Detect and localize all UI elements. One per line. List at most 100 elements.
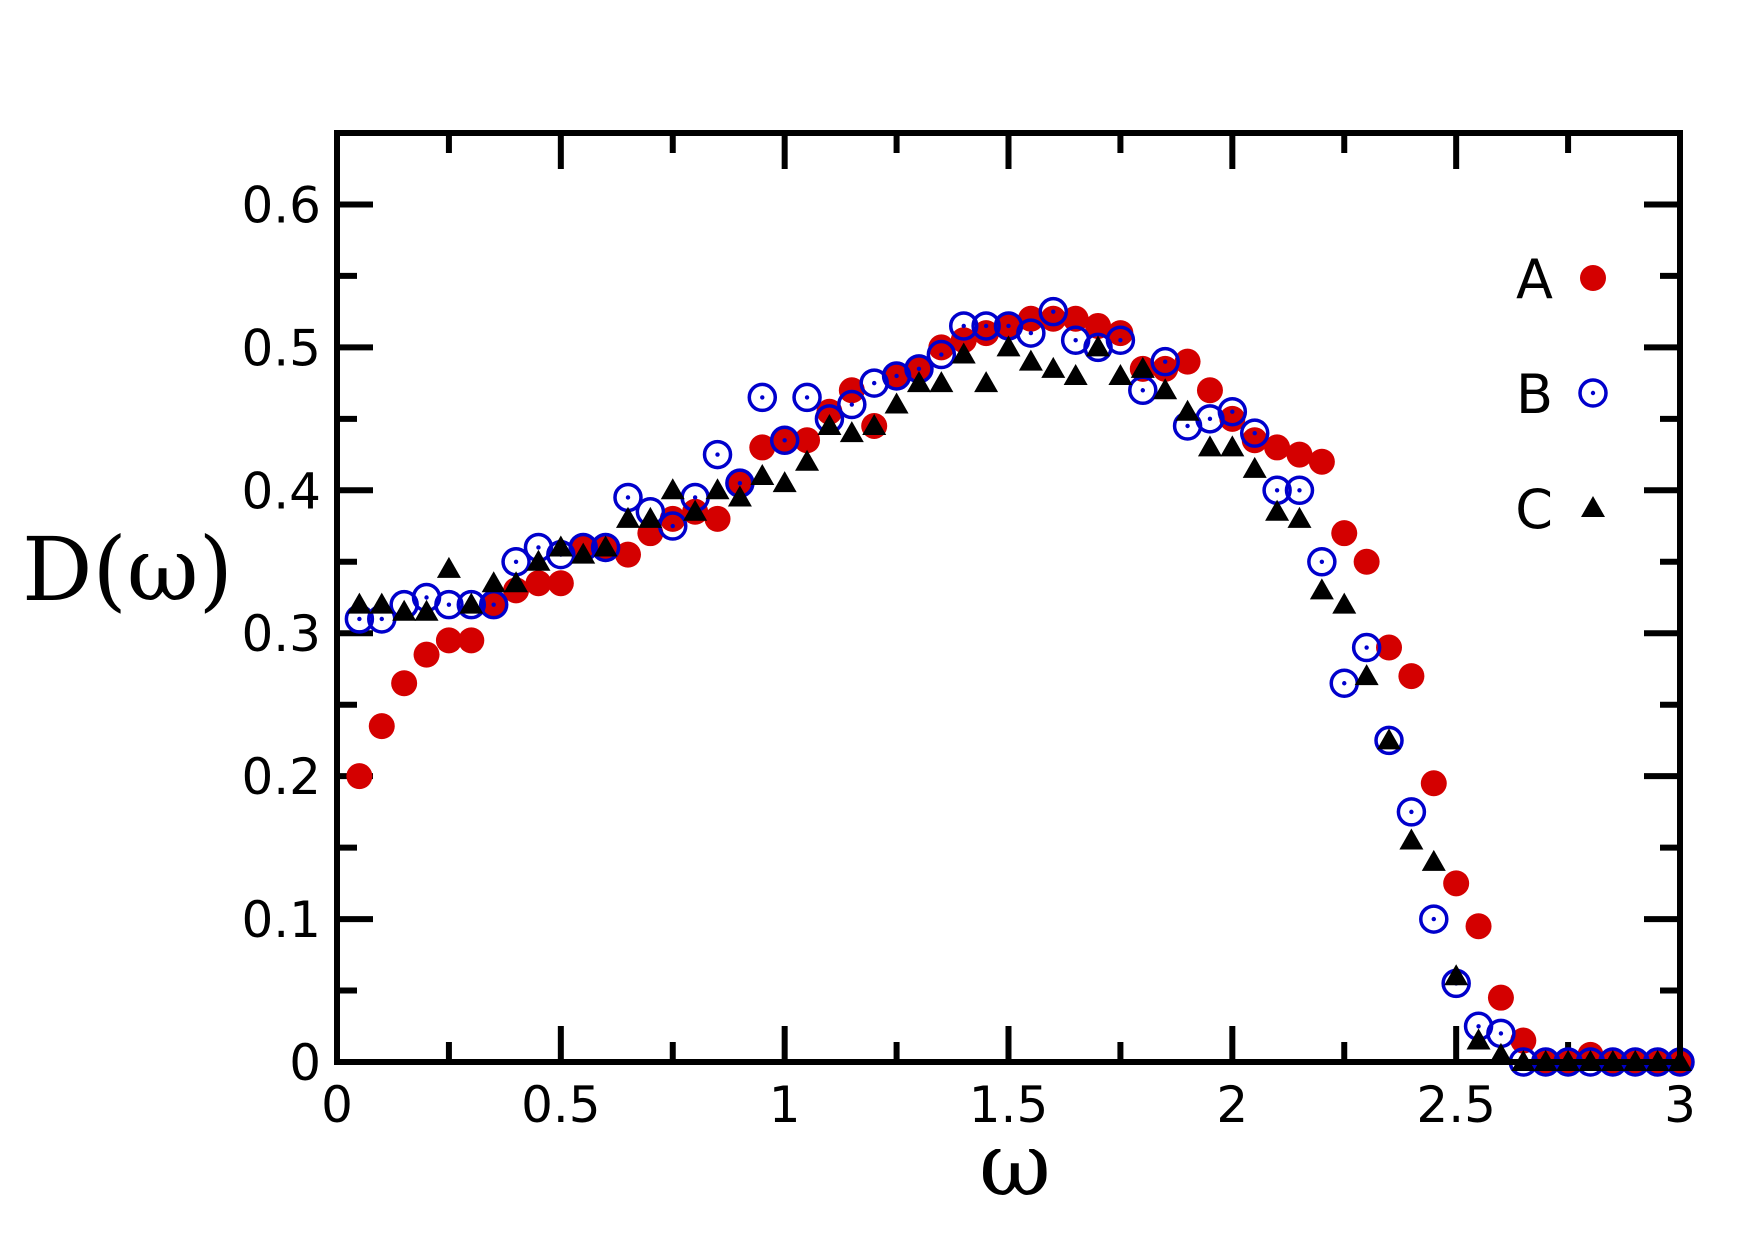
data-point-C bbox=[436, 556, 461, 578]
y-tick-label: 0.5 bbox=[241, 319, 321, 377]
data-point-A bbox=[1286, 441, 1313, 468]
x-tick-label: 1.5 bbox=[969, 1076, 1049, 1134]
data-point-A bbox=[1040, 305, 1067, 332]
data-point-B bbox=[769, 425, 800, 456]
data-point-C bbox=[369, 592, 394, 614]
y-tick-label: 0.1 bbox=[241, 891, 321, 949]
data-point-A bbox=[1062, 305, 1089, 332]
data-point-C bbox=[459, 592, 484, 614]
x-tick-label: 0 bbox=[321, 1076, 353, 1134]
data-point-B bbox=[1217, 396, 1248, 427]
data-point-A bbox=[1085, 312, 1112, 339]
legend-item-B: B bbox=[1516, 363, 1608, 426]
data-point-A bbox=[1398, 663, 1425, 690]
data-point-C bbox=[839, 421, 864, 443]
data-point-C bbox=[526, 549, 551, 571]
data-point-C bbox=[1041, 356, 1066, 378]
data-point-C bbox=[638, 506, 663, 528]
data-point-A bbox=[1487, 984, 1514, 1011]
data-point-B bbox=[1284, 475, 1315, 506]
data-point-A bbox=[1376, 634, 1403, 661]
data-point-C bbox=[504, 571, 529, 593]
data-point-A bbox=[1465, 913, 1492, 940]
data-point-B bbox=[1419, 904, 1449, 934]
data-series bbox=[344, 296, 1695, 1077]
y-tick-label: 0.3 bbox=[241, 605, 321, 663]
data-point-A bbox=[1353, 548, 1380, 575]
data-point-B bbox=[1150, 346, 1180, 377]
data-point-C bbox=[727, 485, 752, 507]
data-point-C bbox=[593, 535, 618, 557]
data-point-B bbox=[434, 589, 464, 620]
data-point-C bbox=[1332, 592, 1357, 614]
data-point-C bbox=[862, 413, 887, 435]
data-point-C bbox=[683, 499, 708, 521]
data-point-A bbox=[973, 320, 1000, 347]
data-point-C bbox=[1197, 435, 1222, 457]
data-point-C bbox=[1287, 506, 1312, 528]
x-tick-label: 2.5 bbox=[1416, 1076, 1496, 1134]
data-point-A bbox=[547, 570, 574, 597]
data-point-C bbox=[1130, 356, 1155, 378]
data-point-C bbox=[705, 478, 730, 500]
x-tick-label: 2 bbox=[1216, 1076, 1248, 1134]
data-point-A bbox=[1152, 355, 1179, 382]
data-point-C bbox=[1242, 456, 1267, 478]
data-point-C bbox=[772, 471, 797, 493]
data-point-C bbox=[1086, 335, 1111, 357]
data-point-B bbox=[1351, 632, 1382, 663]
data-point-C bbox=[392, 599, 417, 621]
data-point-C bbox=[1108, 363, 1133, 385]
data-point-B bbox=[1105, 325, 1136, 355]
data-point-C bbox=[974, 371, 999, 393]
tick-labels: 0 0.5 1 1.5 2 2.5 3 0 0.1 0.2 0.3 0.4 0.5 0.6 bbox=[241, 176, 1695, 1134]
data-point-B bbox=[1038, 296, 1069, 327]
data-point-B bbox=[1396, 797, 1427, 827]
data-point-C bbox=[1265, 499, 1290, 521]
data-point-B bbox=[747, 382, 778, 413]
data-point-C bbox=[929, 371, 954, 393]
data-point-A bbox=[1196, 377, 1223, 404]
data-point-C bbox=[1377, 728, 1402, 750]
data-point-A bbox=[1264, 434, 1291, 461]
data-point-B bbox=[702, 439, 733, 470]
legend-item-A: A bbox=[1516, 248, 1606, 311]
data-point-B bbox=[792, 382, 822, 413]
data-point-A bbox=[1331, 520, 1358, 547]
data-point-A bbox=[346, 763, 373, 790]
data-point-C bbox=[1175, 399, 1200, 421]
data-point-C bbox=[1354, 664, 1379, 686]
data-point-A bbox=[816, 398, 843, 425]
x-tick-label: 1 bbox=[769, 1076, 801, 1134]
data-point-A bbox=[458, 627, 485, 654]
y-axis-title: D(ω) bbox=[22, 518, 233, 621]
data-point-C bbox=[571, 542, 596, 564]
legend-label: C bbox=[1515, 478, 1553, 541]
data-point-B bbox=[948, 311, 979, 341]
data-point-C bbox=[548, 535, 573, 557]
data-point-C bbox=[1444, 964, 1469, 986]
data-point-C bbox=[1018, 349, 1043, 371]
data-point-C bbox=[660, 478, 685, 500]
data-point-A bbox=[1443, 870, 1470, 897]
data-point-A bbox=[1241, 427, 1268, 454]
data-point-A bbox=[614, 541, 641, 568]
data-point-A bbox=[368, 713, 395, 740]
data-point-A bbox=[1420, 770, 1447, 797]
data-point-C bbox=[481, 571, 506, 593]
data-point-C bbox=[347, 592, 372, 614]
data-point-C bbox=[817, 413, 842, 435]
data-point-A bbox=[1219, 405, 1246, 432]
data-point-B bbox=[837, 389, 867, 420]
data-point-A bbox=[1308, 448, 1335, 475]
data-point-A bbox=[1107, 320, 1134, 347]
legend-marker-C bbox=[1581, 496, 1605, 517]
data-point-C bbox=[884, 392, 909, 414]
data-point-A bbox=[391, 670, 418, 697]
data-point-A bbox=[749, 434, 776, 461]
data-point-C bbox=[615, 506, 640, 528]
data-point-A bbox=[794, 427, 821, 454]
data-point-B bbox=[971, 311, 1001, 341]
legend-label: A bbox=[1516, 248, 1553, 311]
